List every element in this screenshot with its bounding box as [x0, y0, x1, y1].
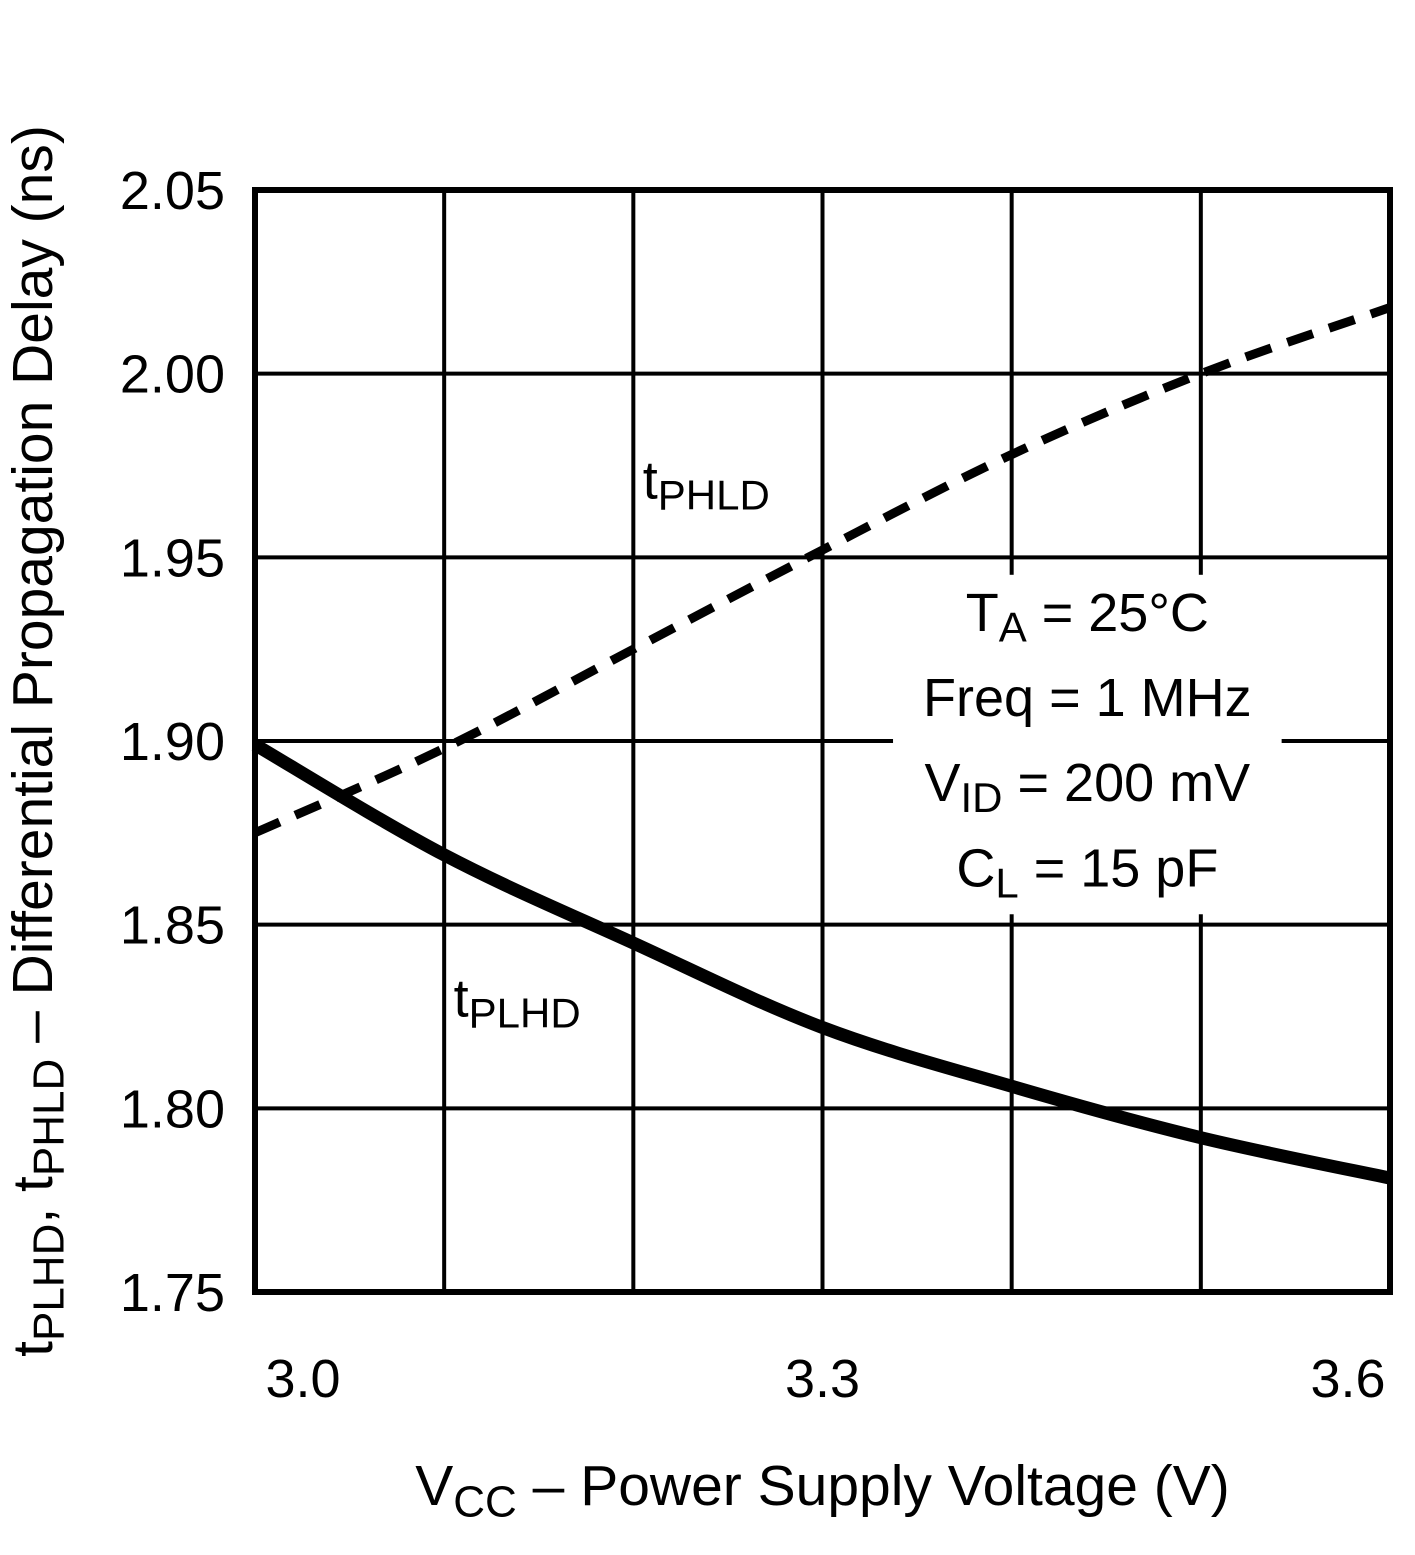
y-tick-label: 1.85 — [120, 896, 225, 956]
conditions-mask — [893, 574, 1282, 915]
y-tick-label: 1.90 — [120, 712, 225, 772]
condition-line: CL = 15 pF — [956, 838, 1218, 906]
series-tPHLD-label: tPHLD — [643, 451, 770, 519]
x-axis-title: VCC – Power Supply Voltage (V) — [415, 1454, 1229, 1526]
y-tick-label: 2.05 — [120, 161, 225, 221]
condition-line: TA = 25°C — [966, 583, 1209, 651]
condition-line: VID = 200 mV — [924, 753, 1250, 821]
y-tick-label: 1.95 — [120, 528, 225, 588]
test-conditions: TA = 25°C Freq = 1 MHz VID = 200 mV CL = 15… — [923, 583, 1252, 906]
series-tPLHD-label: tPLHD — [454, 969, 581, 1037]
y-tick-label: 1.75 — [120, 1263, 225, 1323]
series-tPLHD-curve — [251, 739, 1392, 1185]
x-tick-label: 3.3 — [785, 1349, 860, 1409]
series-tPHLD-curve — [253, 303, 1392, 837]
y-tick-label: 2.00 — [120, 345, 225, 405]
y-tick-label: 1.80 — [120, 1079, 225, 1139]
y-axis-title: tPLHD, tPHLD – Differential Propagation … — [1, 125, 73, 1357]
x-tick-label: 3.6 — [1310, 1349, 1385, 1409]
x-tick-label: 3.0 — [265, 1349, 340, 1409]
plot-border — [252, 187, 1393, 1295]
condition-line: Freq = 1 MHz — [923, 668, 1252, 728]
